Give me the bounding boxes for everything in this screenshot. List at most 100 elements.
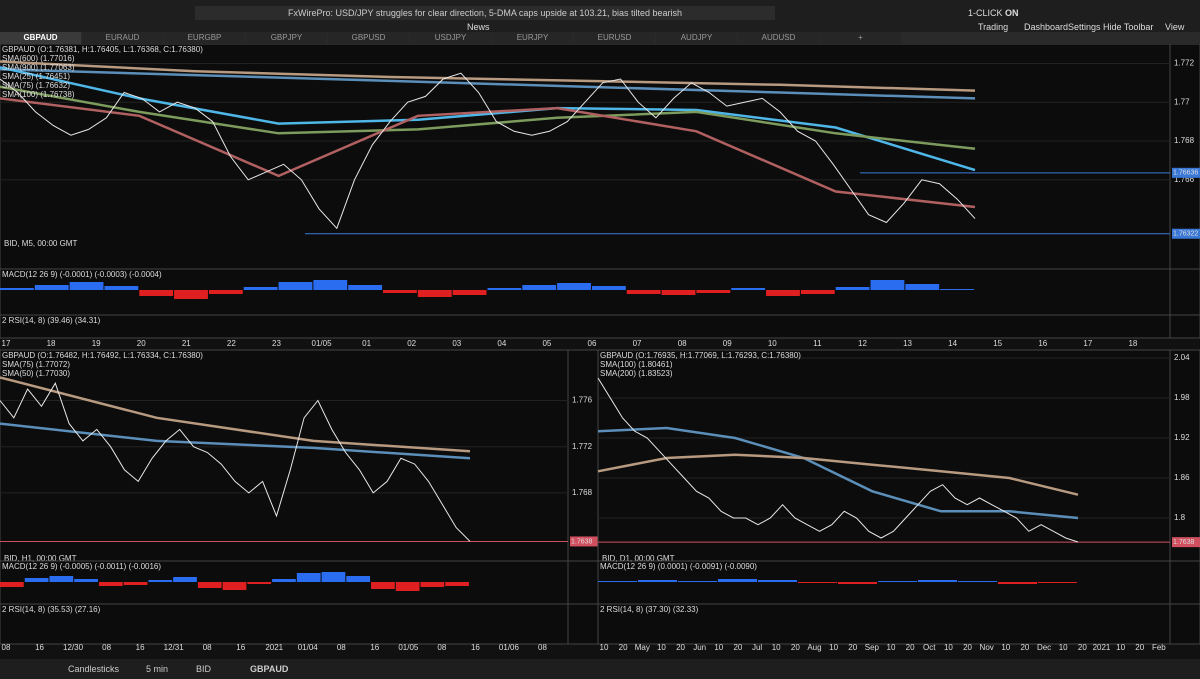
x-tick-label: 17	[1083, 339, 1092, 348]
tab[interactable]: +	[820, 32, 901, 44]
price-tag-label: 1.7638	[571, 538, 593, 545]
x-tick-label: 18	[47, 339, 56, 348]
y-tick-label: 1.8	[1174, 513, 1186, 522]
price-tag	[1172, 167, 1200, 178]
x-tick-label: 07	[633, 339, 642, 348]
x-tick-label: 16	[370, 643, 379, 652]
x-tick-label: 12/30	[63, 643, 84, 652]
tab[interactable]: EURUSD	[574, 32, 655, 44]
chart-type[interactable]: Candlesticks	[68, 664, 120, 674]
y-tick-label: 1.772	[1174, 59, 1195, 68]
macd-bar	[74, 579, 98, 582]
view[interactable]: View	[1165, 22, 1185, 32]
dashboard[interactable]: Dashboard	[1024, 22, 1069, 32]
x-tick-label: 10	[600, 643, 609, 652]
macd-bar	[557, 283, 591, 290]
symbol[interactable]: GBPAUD	[250, 664, 289, 674]
tab[interactable]: GBPAUD	[0, 32, 81, 44]
x-tick-label: Dec	[1037, 643, 1051, 652]
legend-entry: SMA(75) (1.77072)	[2, 360, 70, 369]
x-tick-label: 22	[227, 339, 236, 348]
y-tick-label: 1.98	[1174, 393, 1190, 402]
chart-header: GBPAUD (O:1.76935, H:1.77069, L:1.76293,…	[600, 351, 801, 360]
x-tick-label: 20	[733, 643, 742, 652]
macd-bar	[445, 582, 469, 586]
bottom-bar: Candlesticks 5 min BID GBPAUD	[0, 659, 1200, 679]
sma-line	[0, 68, 976, 100]
macd-bar	[104, 286, 139, 290]
tab[interactable]: AUDJPY	[656, 32, 737, 44]
macd-bar	[661, 290, 696, 295]
x-tick-label: 04	[497, 339, 506, 348]
interval[interactable]: 5 min	[146, 664, 169, 674]
headline[interactable]: FxWirePro: USD/JPY struggles for clear d…	[195, 6, 775, 20]
y-tick-label: 1.772	[572, 442, 593, 451]
x-tick-label: 16	[471, 643, 480, 652]
hide-toolbar[interactable]: Hide Toolbar	[1103, 22, 1154, 32]
side[interactable]: BID	[196, 664, 212, 674]
y-tick-label: 1.86	[1174, 473, 1190, 482]
x-tick-label: 10	[1116, 643, 1125, 652]
x-tick-label: 05	[542, 339, 551, 348]
x-tick-label: 08	[437, 643, 446, 652]
macd-bar	[243, 287, 278, 290]
macd-bar	[69, 282, 104, 290]
feed-label: BID, H1, 00:00 GMT	[4, 554, 77, 563]
macd-bar	[197, 582, 222, 588]
macd-bar	[247, 582, 272, 584]
macd-bar	[638, 580, 677, 582]
macd-bar	[49, 576, 74, 582]
x-tick-label: 01/05	[398, 643, 419, 652]
x-tick-label: 13	[903, 339, 912, 348]
x-tick-label: 08	[2, 643, 11, 652]
macd-bar	[696, 290, 731, 293]
legend-entry: SMA(50) (1.77030)	[2, 369, 70, 378]
macd-label: MACD(12 26 9) (-0.0001) (-0.0003) (-0.00…	[2, 270, 162, 279]
x-tick-label: 20	[963, 643, 972, 652]
x-tick-label: Oct	[923, 643, 936, 652]
x-tick-label: 10	[1001, 643, 1010, 652]
toolbar: FxWirePro: USD/JPY struggles for clear d…	[0, 0, 1200, 32]
x-tick-label: Jul	[752, 643, 762, 652]
tab[interactable]: EURJPY	[492, 32, 573, 44]
macd-bar	[395, 582, 420, 591]
x-tick-label: 10	[829, 643, 838, 652]
tab[interactable]: GBPJPY	[246, 32, 327, 44]
macd-bar	[487, 288, 522, 290]
x-tick-label: 16	[35, 643, 44, 652]
y-tick-label: 1.776	[572, 396, 593, 405]
x-tick-label: 03	[452, 339, 461, 348]
x-tick-label: 01	[362, 339, 371, 348]
macd-bar	[766, 290, 800, 296]
sma-line	[597, 426, 1079, 520]
sma-line	[0, 97, 976, 209]
x-tick-label: Feb	[1152, 643, 1166, 652]
tab[interactable]: AUDUSD	[738, 32, 819, 44]
macd-bar	[417, 290, 452, 297]
macd-bar	[346, 576, 371, 582]
macd-bar	[940, 289, 974, 290]
x-tick-label: 20	[1078, 643, 1087, 652]
tab[interactable]: EURAUD	[82, 32, 163, 44]
trading[interactable]: Trading	[978, 22, 1009, 32]
macd-bar	[313, 280, 348, 290]
legend-entry: SMA(100) (1.76738)	[2, 90, 75, 99]
x-tick-label: 20	[137, 339, 146, 348]
x-tick-label: 10	[1059, 643, 1068, 652]
y-tick-label: 2.04	[1174, 353, 1190, 362]
macd-label: MACD(12 26 9) (0.0001) (-0.0091) (-0.009…	[600, 562, 757, 571]
x-tick-label: 15	[993, 339, 1002, 348]
tab[interactable]: USDJPY	[410, 32, 491, 44]
macd-bar	[348, 285, 383, 290]
feed-label: BID, M5, 00:00 GMT	[4, 239, 77, 248]
tab[interactable]: EURGBP	[164, 32, 245, 44]
macd-bar	[174, 290, 208, 299]
one-click[interactable]: 1-CLICK ON	[968, 8, 1019, 18]
price-line-close	[597, 377, 1079, 543]
x-tick-label: 18	[1128, 339, 1137, 348]
settings[interactable]: Settings	[1068, 22, 1101, 32]
price-line-close	[0, 72, 976, 230]
tab[interactable]: GBPUSD	[328, 32, 409, 44]
x-tick-label: 20	[676, 643, 685, 652]
